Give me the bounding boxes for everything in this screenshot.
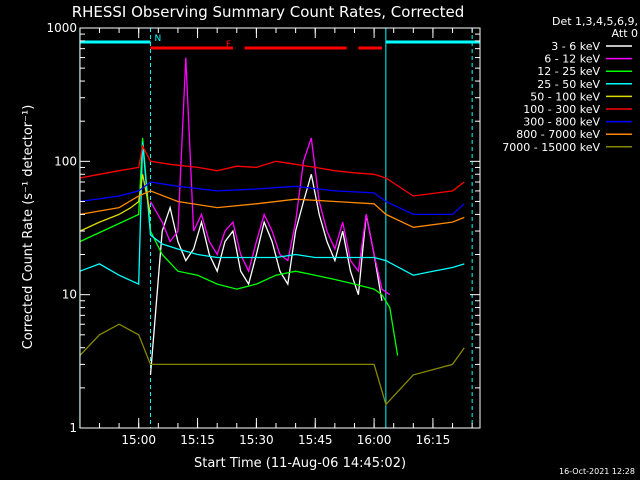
legend-label-1: 6 - 12 keV [544,53,600,66]
x-tick-label-0: 15:00 [121,433,156,447]
y-tick-label-1: 10 [62,288,77,302]
x-tick-label-5: 16:15 [416,433,451,447]
series-line-5 [79,144,465,197]
series-line-0 [149,174,383,375]
x-tick-label-1: 15:15 [180,433,215,447]
legend-header-0: Det 1,3,4,5,6,9, [552,15,638,28]
legend-label-4: 50 - 100 keV [530,90,600,103]
flag-label-f: F [226,40,231,50]
series-line-4 [79,174,152,232]
x-tick-label-3: 15:45 [298,433,333,447]
legend-label-8: 7000 - 15000 keV [502,141,600,154]
series-line-8 [79,323,465,406]
legend-label-6: 300 - 800 keV [523,116,600,129]
x-axis-label: Start Time (11-Aug-06 14:45:02) [194,456,406,471]
legend-header-1: Att 0 [612,27,638,40]
y-tick-label-0: 1 [69,421,77,435]
timestamp-label: 16-Oct-2021 12:28 [559,467,635,476]
series-line-7 [79,190,465,228]
y-tick-label-3: 1000 [46,21,77,35]
legend-label-0: 3 - 6 keV [551,40,600,53]
chart-title: RHESSI Observing Summary Count Rates, Co… [72,3,465,21]
legend-label-2: 12 - 25 keV [537,65,600,78]
y-axis-label: Corrected Count Rate (s⁻¹ detector⁻¹) [21,105,36,350]
legend-label-3: 25 - 50 keV [537,78,600,91]
legend-label-5: 100 - 300 keV [523,103,600,116]
x-tick-label-4: 16:00 [357,433,392,447]
legend-label-7: 800 - 7000 keV [516,128,600,141]
x-tick-label-2: 15:30 [239,433,274,447]
y-tick-label-2: 100 [54,154,77,168]
series-line-6 [79,181,465,216]
flag-label-n: N [154,34,161,44]
series-line-1 [149,57,391,296]
plot-frame [79,27,481,429]
